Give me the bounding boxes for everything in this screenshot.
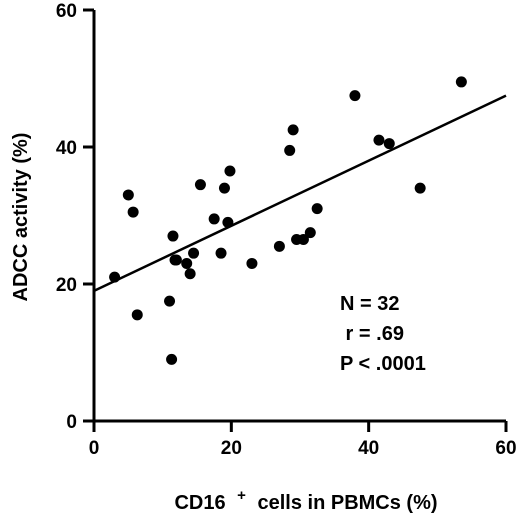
data-point — [170, 254, 182, 266]
data-point — [273, 240, 285, 252]
stat-n: N = 32 — [340, 293, 399, 315]
stat-r: r = .69 — [340, 323, 404, 345]
y-axis-label: ADCC activity (%) — [10, 133, 32, 302]
data-point — [224, 165, 236, 177]
chart-axes — [92, 10, 506, 423]
data-point — [131, 309, 143, 321]
x-axis-label: CD16 + cells in PBMCs (%) — [174, 483, 437, 514]
stat-p: P < .0001 — [340, 353, 426, 375]
x-axis-label-superscript: + — [237, 487, 246, 504]
data-point — [218, 182, 230, 194]
data-point — [304, 227, 316, 239]
data-point — [246, 257, 258, 269]
x-axis-label-rest: cells in PBMCs (%) — [257, 492, 437, 514]
data-point — [287, 124, 299, 136]
data-point — [122, 189, 134, 201]
data-point — [127, 206, 139, 218]
data-point — [284, 144, 296, 156]
y-tick-label: 60 — [56, 1, 77, 22]
data-point — [181, 257, 193, 269]
x-tick-label: 60 — [495, 438, 516, 459]
data-points — [109, 76, 467, 365]
regression-line-group — [93, 94, 507, 292]
x-tick-label: 20 — [221, 438, 242, 459]
data-point — [349, 90, 361, 102]
data-point — [166, 353, 178, 365]
regression-line — [93, 94, 507, 292]
chart-labels: ADCC activity (%) CD16 + cells in PBMCs … — [10, 133, 438, 514]
data-point — [188, 247, 200, 259]
data-point — [167, 230, 179, 242]
data-point — [215, 247, 227, 259]
data-point — [297, 233, 309, 245]
x-axis-label-main: CD16 — [174, 492, 225, 514]
data-point — [373, 134, 385, 146]
statistics-annotation: N = 32 r = .69 P < .0001 — [340, 293, 426, 375]
x-tick-label: 0 — [89, 438, 100, 459]
data-point — [208, 213, 220, 225]
x-tick-label: 40 — [358, 438, 379, 459]
y-tick-label: 20 — [56, 275, 77, 296]
y-tick-label: 0 — [66, 412, 77, 433]
data-point — [164, 295, 176, 307]
data-point — [455, 76, 467, 88]
chart-ticks: 0 20 40 60 0 20 40 60 — [56, 1, 517, 459]
y-tick-label: 40 — [56, 138, 77, 159]
data-point — [222, 216, 234, 228]
data-point — [109, 271, 121, 283]
data-point — [383, 138, 395, 150]
data-point — [414, 182, 426, 194]
data-point — [194, 179, 206, 191]
data-point — [184, 268, 196, 280]
data-point — [311, 203, 323, 215]
